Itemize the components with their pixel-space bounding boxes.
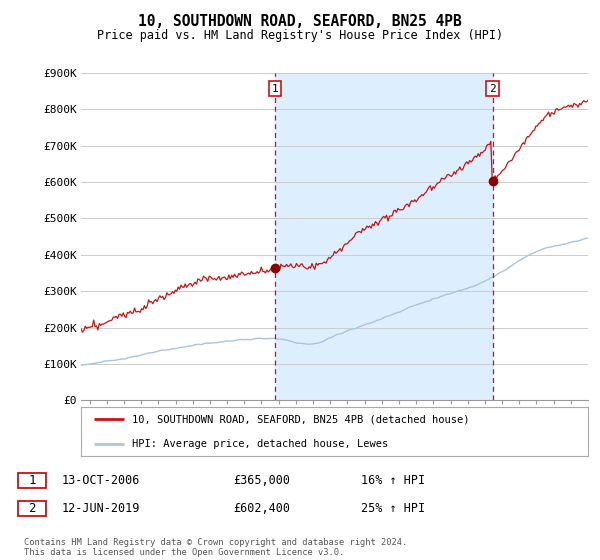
Bar [275, 73, 493, 400]
Text: HPI: Average price, detached house, Lewes: HPI: Average price, detached house, Lewe… [132, 439, 388, 449]
FancyBboxPatch shape [18, 473, 46, 488]
Text: 2: 2 [28, 502, 35, 515]
Text: 13-OCT-2006: 13-OCT-2006 [61, 474, 140, 487]
Text: 10, SOUTHDOWN ROAD, SEAFORD, BN25 4PB (detached house): 10, SOUTHDOWN ROAD, SEAFORD, BN25 4PB (d… [132, 414, 469, 424]
Text: £602,400: £602,400 [233, 502, 290, 515]
Text: 2: 2 [489, 84, 496, 94]
Text: 10, SOUTHDOWN ROAD, SEAFORD, BN25 4PB: 10, SOUTHDOWN ROAD, SEAFORD, BN25 4PB [138, 14, 462, 29]
Text: 1: 1 [272, 84, 278, 94]
Text: 16% ↑ HPI: 16% ↑ HPI [361, 474, 425, 487]
Text: £365,000: £365,000 [233, 474, 290, 487]
Text: Contains HM Land Registry data © Crown copyright and database right 2024.
This d: Contains HM Land Registry data © Crown c… [23, 538, 407, 557]
FancyBboxPatch shape [18, 501, 46, 516]
Text: 1: 1 [28, 474, 35, 487]
Text: 12-JUN-2019: 12-JUN-2019 [61, 502, 140, 515]
Text: Price paid vs. HM Land Registry's House Price Index (HPI): Price paid vs. HM Land Registry's House … [97, 29, 503, 42]
Text: 25% ↑ HPI: 25% ↑ HPI [361, 502, 425, 515]
